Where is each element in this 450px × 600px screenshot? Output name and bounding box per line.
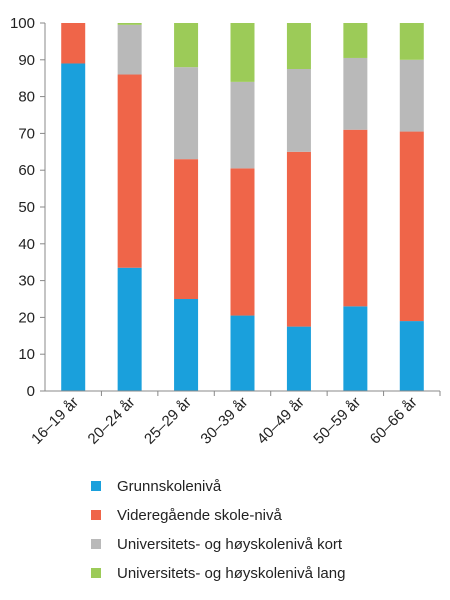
- legend-label-grunnskoleniva: Grunnskolenivå: [117, 478, 222, 495]
- bar-grunnskoleniva-16-19-ar: [61, 63, 86, 391]
- plot-area: [61, 23, 424, 391]
- bar-universitets-og-h-yskoleniva-kort-30-39-ar: [230, 81, 255, 169]
- bar-grunnskoleniva-60-66-ar: [399, 321, 424, 391]
- x-axis: 16–19 år 20–24 år 25–29 år 30–39 år 40–49 år…: [28, 390, 441, 448]
- y-tick-label: 60: [18, 162, 35, 179]
- bar-videregaende-skole-niva-40-49-ar: [286, 151, 311, 327]
- bar-universitets-og-h-yskoleniva-kort-25-29-ar: [174, 67, 199, 160]
- bar-universitets-og-h-yskoleniva-lang-50-59-ar: [343, 23, 368, 58]
- legend: Grunnskolenivå Videregående skole-nivå Uni…: [91, 478, 345, 582]
- x-tick-label: 16–19 år: [28, 394, 82, 448]
- x-tick-label: 60–66 år: [367, 394, 421, 448]
- legend-swatch-videregaende-skole-niva: [91, 510, 101, 520]
- bar-videregaende-skole-niva-16-19-ar: [61, 23, 86, 64]
- legend-label-universitets-og-h-yskoleniva-kort: Universitets- og høyskolenivå kort: [117, 536, 343, 553]
- x-tick-label: 40–49 år: [254, 394, 308, 448]
- y-axis: 0 10 20 30 40 50 60 70 80 90 100: [10, 15, 46, 400]
- y-tick-label: 70: [18, 125, 35, 142]
- legend-label-videregaende-skole-niva: Videregående skole-nivå: [117, 507, 282, 524]
- bar-videregaende-skole-niva-25-29-ar: [174, 159, 199, 299]
- bar-grunnskoleniva-40-49-ar: [286, 326, 311, 391]
- bar-grunnskoleniva-50-59-ar: [343, 306, 368, 391]
- y-tick-label: 40: [18, 236, 35, 253]
- bar-universitets-og-h-yskoleniva-lang-30-39-ar: [230, 23, 255, 82]
- legend-swatch-universitets-og-h-yskoleniva-kort: [91, 539, 101, 549]
- bar-universitets-og-h-yskoleniva-lang-25-29-ar: [174, 23, 199, 68]
- y-tick-label: 10: [18, 346, 35, 363]
- legend-label-universitets-og-h-yskoleniva-lang: Universitets- og høyskolenivå lang: [117, 565, 345, 582]
- bar-videregaende-skole-niva-60-66-ar: [399, 131, 424, 322]
- bar-grunnskoleniva-25-29-ar: [174, 299, 199, 391]
- y-tick-label: 30: [18, 273, 35, 290]
- bar-universitets-og-h-yskoleniva-kort-20-24-ar: [117, 24, 142, 75]
- y-tick-label: 50: [18, 199, 35, 216]
- y-tick-label: 20: [18, 309, 35, 326]
- bar-universitets-og-h-yskoleniva-kort-40-49-ar: [286, 69, 311, 152]
- bar-grunnskoleniva-30-39-ar: [230, 315, 255, 391]
- x-tick-label: 30–39 år: [197, 394, 251, 448]
- bar-videregaende-skole-niva-50-59-ar: [343, 129, 368, 307]
- legend-swatch-universitets-og-h-yskoleniva-lang: [91, 568, 101, 578]
- bar-universitets-og-h-yskoleniva-lang-60-66-ar: [399, 23, 424, 60]
- x-tick-label: 20–24 år: [85, 394, 139, 448]
- y-tick-label: 100: [10, 15, 35, 32]
- bar-grunnskoleniva-20-24-ar: [117, 267, 142, 391]
- x-tick-label: 50–59 år: [310, 394, 364, 448]
- bar-videregaende-skole-niva-20-24-ar: [117, 74, 142, 268]
- bar-universitets-og-h-yskoleniva-kort-60-66-ar: [399, 59, 424, 132]
- x-tick-label: 25–29 år: [141, 394, 195, 448]
- legend-swatch-grunnskoleniva: [91, 481, 101, 491]
- y-tick-label: 80: [18, 89, 35, 106]
- bar-videregaende-skole-niva-30-39-ar: [230, 168, 255, 316]
- y-tick-label: 90: [18, 52, 35, 69]
- bar-universitets-og-h-yskoleniva-kort-50-59-ar: [343, 57, 368, 130]
- bar-universitets-og-h-yskoleniva-lang-20-24-ar: [117, 23, 142, 25]
- bar-universitets-og-h-yskoleniva-lang-40-49-ar: [286, 23, 311, 69]
- y-tick-label: 0: [27, 383, 35, 400]
